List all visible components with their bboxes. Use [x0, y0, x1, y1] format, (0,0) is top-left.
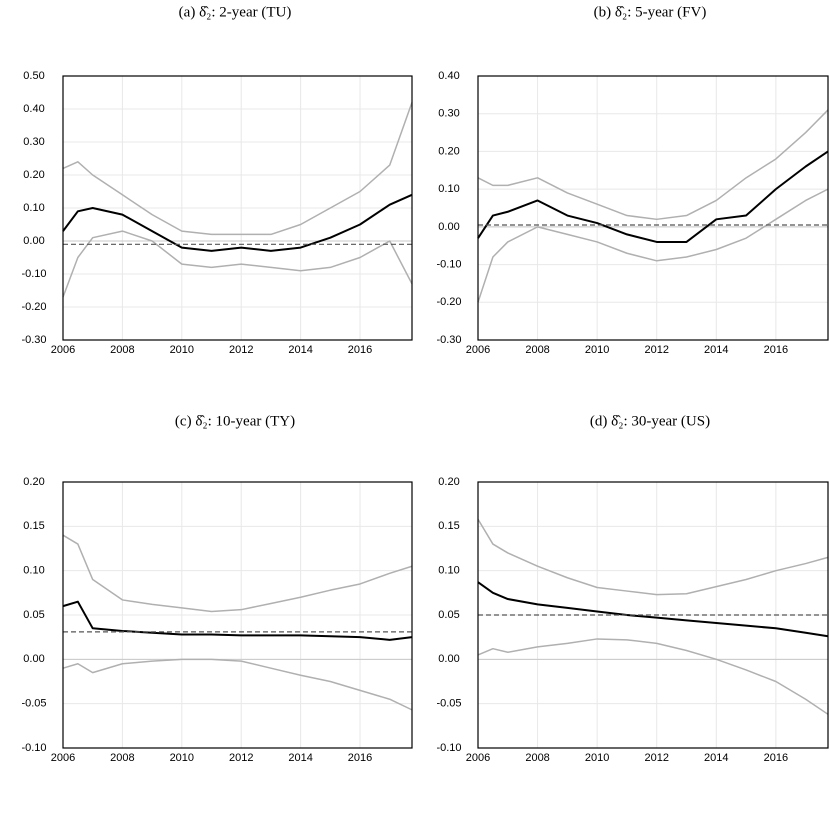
y-tick-label: -0.05 [436, 698, 461, 710]
series-line [477, 109, 829, 221]
x-tick-label: 2008 [525, 752, 549, 764]
y-tick-label: 0.40 [23, 103, 44, 115]
x-tick-label: 2014 [288, 752, 312, 764]
y-tick-label: 0.00 [23, 653, 44, 665]
series-line [477, 581, 829, 638]
plot-frame [62, 481, 413, 749]
y-tick-label: 0.00 [438, 221, 459, 233]
x-tick-label: 2012 [229, 752, 253, 764]
x-tick-label: 2014 [704, 752, 728, 764]
series-line [62, 193, 413, 252]
y-tick-label: 0.20 [23, 476, 44, 488]
chart-title: (d) δ̂₂: 30-year (US) [590, 413, 710, 429]
chart-panel: (d) δ̂₂: 30-year (US) -0.10 -0.05 0.00 0.05 0… [436, 413, 829, 764]
x-tick-label: 2016 [348, 344, 372, 356]
chart-panel: (b) δ̂₂: 5-year (FV) -0.30 -0.20 -0.10 0.00 0… [436, 4, 829, 356]
y-tick-label: 0.00 [23, 235, 44, 247]
x-tick-label: 2012 [644, 344, 668, 356]
y-tick-label: 0.10 [438, 565, 459, 577]
chart-panel: (c) δ̂₂: 10-year (TY) -0.10 -0.05 0.00 0.05 0… [21, 413, 413, 764]
series-line [477, 150, 829, 243]
y-tick-label: -0.10 [21, 268, 46, 280]
series-line [62, 600, 413, 641]
y-tick-label: 0.40 [438, 70, 459, 82]
y-tick-label: 0.15 [23, 520, 44, 532]
y-tick-label: -0.20 [21, 301, 46, 313]
x-tick-label: 2008 [525, 344, 549, 356]
y-tick-label: -0.20 [436, 296, 461, 308]
y-tick-label: 0.30 [23, 136, 44, 148]
x-tick-label: 2016 [764, 752, 788, 764]
y-tick-label: 0.10 [23, 202, 44, 214]
chart-panel: (a) δ̂₂: 2-year (TU) -0.30 -0.20 -0.10 0.00 0… [21, 4, 413, 356]
y-tick-label: 0.10 [438, 183, 459, 195]
x-tick-label: 2010 [170, 344, 194, 356]
series-line [477, 518, 829, 596]
y-tick-label: 0.15 [438, 520, 459, 532]
series-line [62, 658, 413, 711]
y-tick-label: 0.05 [23, 609, 44, 621]
y-tick-label: -0.10 [436, 258, 461, 270]
x-tick-label: 2010 [585, 752, 609, 764]
series-line [477, 638, 829, 715]
y-tick-label: -0.10 [436, 742, 461, 754]
x-tick-label: 2006 [466, 344, 490, 356]
x-tick-label: 2016 [764, 344, 788, 356]
plot-frame [62, 75, 413, 341]
x-tick-label: 2012 [644, 752, 668, 764]
x-tick-label: 2006 [466, 752, 490, 764]
x-tick-label: 2006 [51, 344, 75, 356]
y-tick-label: 0.10 [23, 565, 44, 577]
plot-frame [477, 75, 829, 341]
x-tick-label: 2014 [704, 344, 728, 356]
y-tick-label: 0.05 [438, 609, 459, 621]
x-tick-label: 2008 [110, 752, 134, 764]
chart-title: (a) δ̂₂: 2-year (TU) [179, 4, 292, 20]
y-tick-label: 0.50 [23, 70, 44, 82]
x-tick-label: 2016 [348, 752, 372, 764]
series-line [62, 102, 413, 236]
y-tick-label: -0.30 [21, 334, 46, 346]
y-tick-label: -0.30 [436, 334, 461, 346]
y-tick-label: 0.20 [23, 169, 44, 181]
series-line [62, 230, 413, 298]
x-tick-label: 2008 [110, 344, 134, 356]
y-tick-label: 0.20 [438, 145, 459, 157]
x-tick-label: 2010 [585, 344, 609, 356]
chart-title: (c) δ̂₂: 10-year (TY) [175, 413, 295, 429]
x-tick-label: 2010 [170, 752, 194, 764]
y-tick-label: -0.10 [21, 742, 46, 754]
y-tick-label: 0.20 [438, 476, 459, 488]
x-tick-label: 2012 [229, 344, 253, 356]
y-tick-label: -0.05 [21, 698, 46, 710]
chart-title: (b) δ̂₂: 5-year (FV) [594, 4, 707, 20]
x-tick-label: 2014 [288, 344, 312, 356]
y-tick-label: 0.30 [438, 108, 459, 120]
y-tick-label: 0.00 [438, 653, 459, 665]
plot-frame [477, 481, 829, 749]
series-line [477, 188, 829, 303]
x-tick-label: 2006 [51, 752, 75, 764]
series-line [62, 534, 413, 613]
